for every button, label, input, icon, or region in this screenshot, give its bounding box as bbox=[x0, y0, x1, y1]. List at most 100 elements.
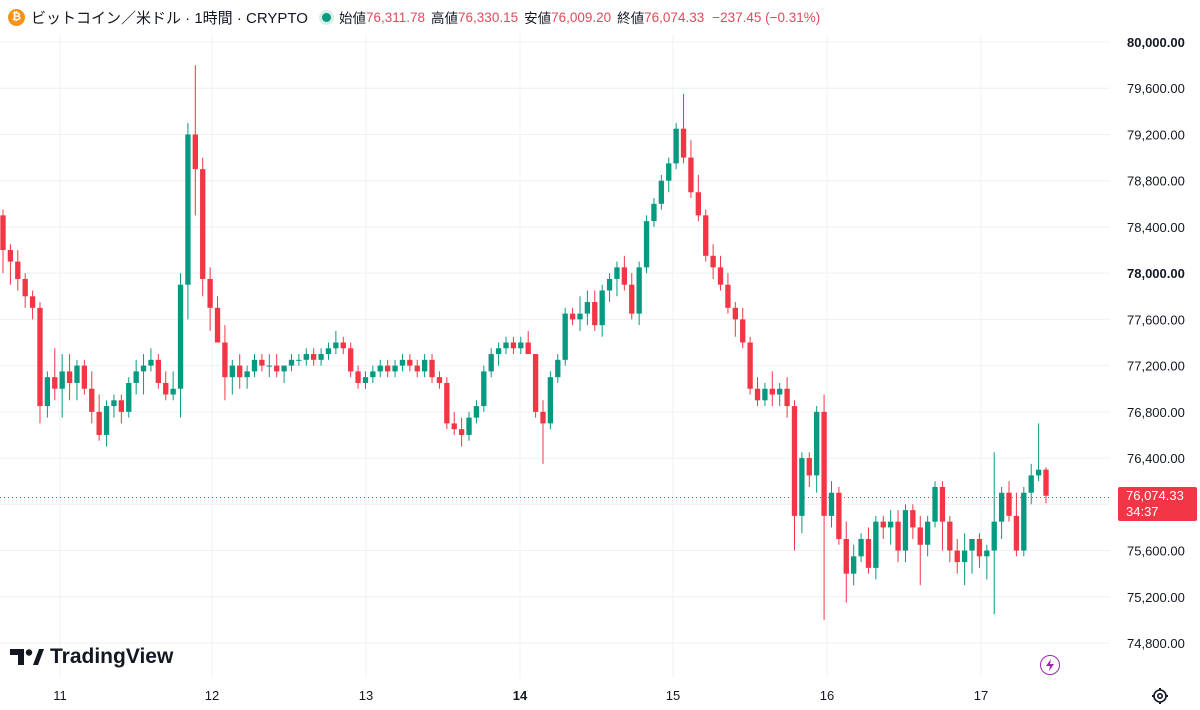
candle-body bbox=[362, 377, 369, 383]
candle bbox=[961, 533, 968, 586]
candle bbox=[865, 527, 872, 574]
candle-body bbox=[170, 388, 176, 395]
candle-body bbox=[140, 365, 147, 372]
candle bbox=[828, 481, 835, 528]
price-axis[interactable]: 80,000.00 79,600.00 79,200.00 78,800.00 78,4… bbox=[1127, 35, 1185, 651]
candle-body bbox=[858, 538, 864, 557]
flash-icon[interactable] bbox=[1040, 655, 1060, 675]
candle bbox=[851, 544, 857, 586]
time-tick-label: 13 bbox=[359, 688, 373, 703]
candle-body bbox=[703, 215, 709, 256]
candle bbox=[769, 371, 775, 407]
candle bbox=[902, 504, 909, 563]
candle-body bbox=[828, 492, 835, 516]
candle-body bbox=[414, 365, 420, 372]
candle bbox=[562, 307, 568, 366]
candle bbox=[1043, 467, 1049, 504]
candle-body bbox=[821, 411, 827, 516]
candle-body bbox=[924, 521, 931, 545]
candle-body bbox=[969, 538, 975, 551]
candle bbox=[333, 330, 339, 355]
time-tick-label: 14 bbox=[513, 688, 528, 703]
candle bbox=[103, 400, 110, 447]
candle-body bbox=[274, 365, 280, 372]
candle bbox=[22, 273, 28, 308]
candle bbox=[266, 354, 272, 378]
candle-body bbox=[244, 371, 250, 378]
candle-body bbox=[791, 406, 798, 516]
candle bbox=[954, 538, 960, 574]
high-value: 76,330.15 bbox=[458, 9, 519, 25]
tradingview-logo[interactable]: TradingView bbox=[10, 645, 173, 669]
candle-body bbox=[680, 128, 687, 158]
candle-body bbox=[370, 371, 376, 378]
candle-body bbox=[806, 458, 812, 476]
candle-body bbox=[954, 550, 960, 563]
candle bbox=[15, 250, 21, 291]
candle-body bbox=[961, 550, 968, 563]
candle-body bbox=[525, 342, 531, 355]
candle bbox=[362, 371, 369, 389]
candle-body bbox=[377, 365, 383, 372]
time-tick-label: 15 bbox=[666, 688, 680, 703]
candle-body bbox=[392, 365, 398, 372]
market-status-icon[interactable] bbox=[321, 12, 331, 22]
candle bbox=[237, 354, 243, 389]
candle-body bbox=[59, 371, 65, 389]
candle-body bbox=[481, 371, 487, 407]
candle bbox=[688, 140, 694, 199]
candle-body bbox=[599, 290, 605, 326]
time-axis[interactable]: 11 12 13 14 15 16 17 bbox=[53, 688, 988, 703]
candle bbox=[806, 452, 812, 487]
candle bbox=[976, 533, 983, 568]
candle-body bbox=[518, 342, 524, 349]
candle-body bbox=[103, 406, 110, 435]
candle bbox=[444, 377, 450, 430]
bar-countdown: 34:37 bbox=[1126, 504, 1159, 519]
candle-body bbox=[44, 377, 51, 407]
candle bbox=[392, 359, 398, 378]
candle-body bbox=[725, 284, 731, 308]
candle bbox=[843, 521, 849, 603]
candle bbox=[651, 198, 657, 227]
candle bbox=[451, 411, 457, 435]
high-label: 高値 bbox=[431, 11, 459, 26]
low-value: 76,009.20 bbox=[551, 9, 612, 25]
candle-body bbox=[614, 267, 620, 279]
candle bbox=[666, 157, 672, 193]
candle bbox=[518, 336, 524, 355]
candle-body bbox=[29, 296, 36, 308]
candle bbox=[311, 348, 317, 366]
candle bbox=[29, 290, 36, 320]
candle bbox=[569, 307, 576, 326]
candle-body bbox=[503, 342, 509, 349]
candle bbox=[555, 354, 561, 383]
candle bbox=[488, 348, 494, 378]
candle-body bbox=[340, 342, 346, 349]
candle-body bbox=[444, 382, 450, 424]
symbol-title[interactable]: ビットコイン／米ドル · 1時間 · CRYPTO bbox=[31, 9, 308, 27]
candle-body bbox=[200, 169, 206, 279]
candle bbox=[414, 359, 420, 378]
candle bbox=[185, 122, 191, 320]
gear-icon[interactable] bbox=[1151, 687, 1169, 705]
candle bbox=[200, 157, 206, 297]
candle-body bbox=[814, 411, 820, 476]
candle bbox=[318, 348, 324, 366]
low-label: 安値 bbox=[524, 11, 552, 26]
candle bbox=[939, 481, 946, 551]
candle-body bbox=[555, 359, 561, 378]
candle-body bbox=[1035, 469, 1042, 476]
candle-body bbox=[666, 163, 672, 181]
candle-body bbox=[66, 371, 73, 383]
candle-body bbox=[584, 302, 591, 314]
candle-body bbox=[222, 342, 228, 378]
price-tick-label: 76,400.00 bbox=[1127, 451, 1185, 466]
candle-body bbox=[577, 313, 583, 320]
candle bbox=[214, 296, 221, 343]
candle-body bbox=[126, 382, 132, 412]
price-tick-label: 78,400.00 bbox=[1127, 220, 1185, 235]
candle bbox=[732, 302, 738, 337]
candle-body bbox=[917, 527, 923, 545]
